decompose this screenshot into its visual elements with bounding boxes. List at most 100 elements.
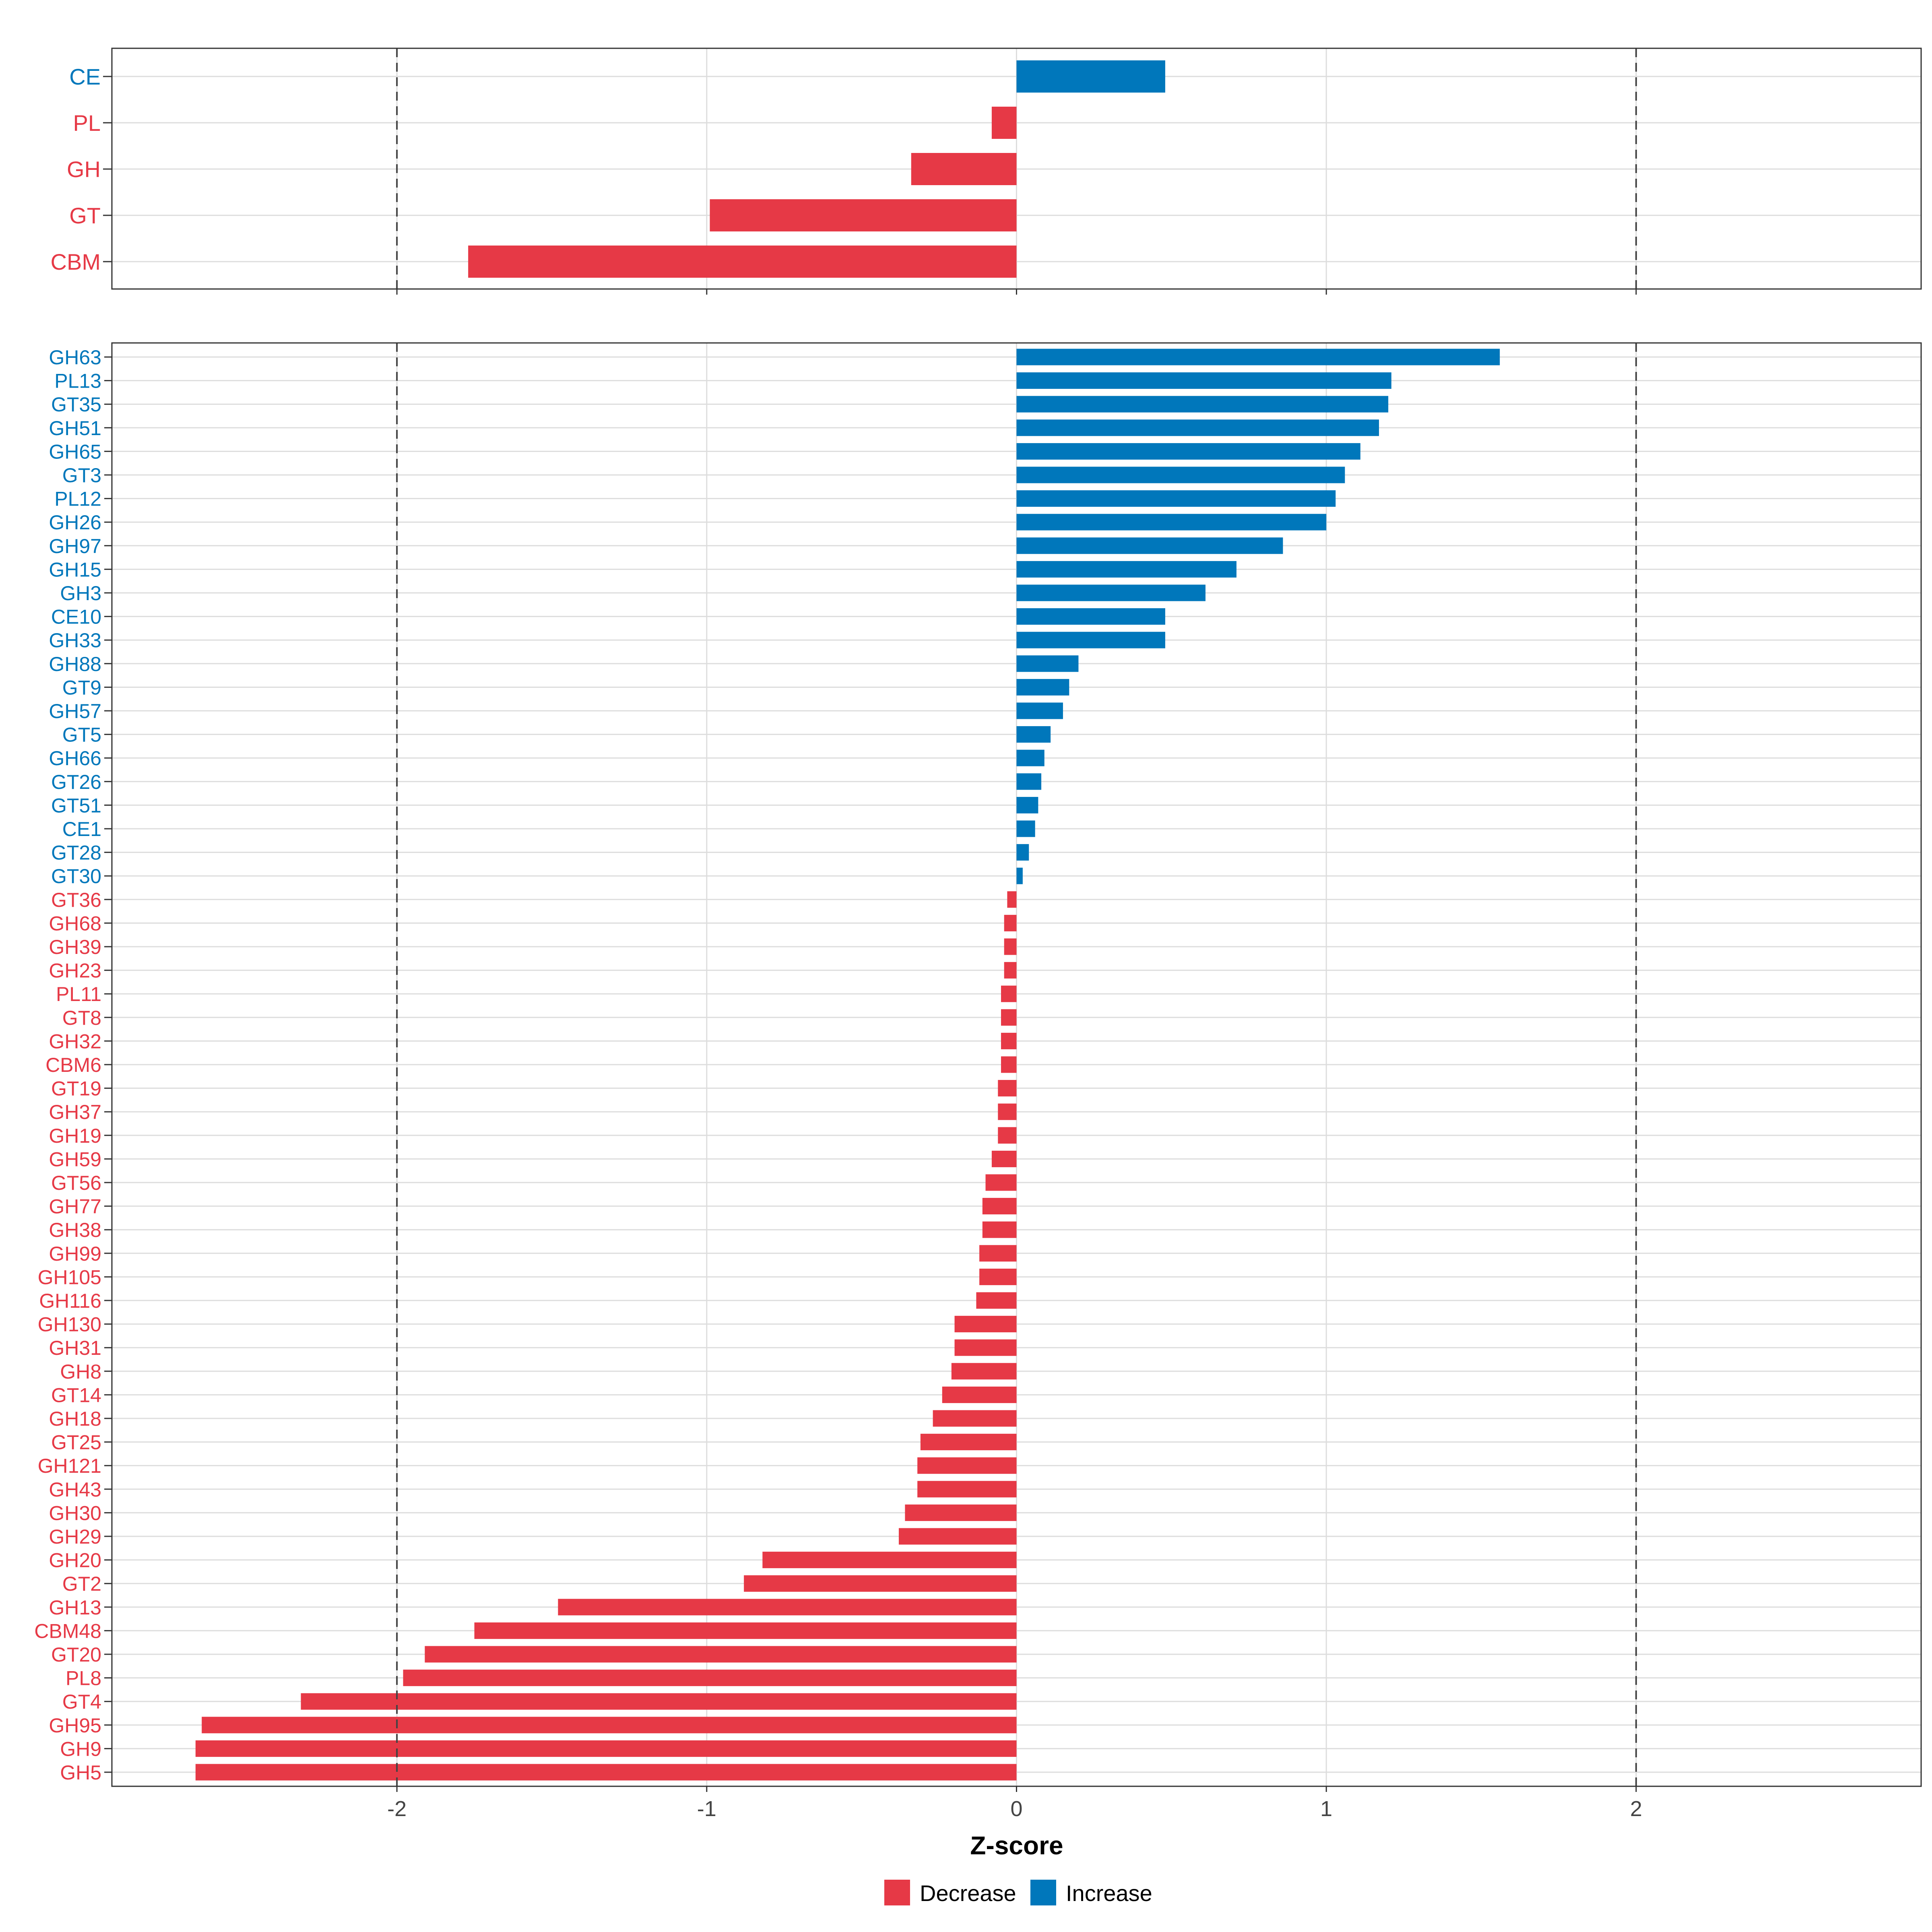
bar — [899, 1528, 1017, 1545]
bar — [954, 1339, 1017, 1356]
bar — [1004, 962, 1017, 979]
bar — [1016, 514, 1327, 530]
x-tick-label: -2 — [387, 1797, 407, 1821]
bar — [905, 1504, 1017, 1521]
y-tick-label: GT19 — [51, 1077, 101, 1100]
legend-swatch-increase — [1030, 1880, 1056, 1905]
y-tick-label: GT51 — [51, 794, 101, 817]
y-tick-label: GH — [67, 157, 101, 182]
legend: Decrease Increase — [884, 1880, 1152, 1906]
y-tick-label: GH20 — [49, 1549, 101, 1572]
y-tick-label: GH19 — [49, 1125, 101, 1147]
y-tick-label: GH97 — [49, 535, 101, 557]
bar — [1016, 797, 1038, 813]
y-tick-label: CE — [69, 64, 101, 89]
bar — [917, 1481, 1017, 1498]
x-axis: -2 -1 0 1 2 — [387, 1797, 1642, 1821]
bar — [1016, 584, 1206, 601]
y-tick-label: PL — [73, 110, 101, 136]
x-tick-label: 1 — [1320, 1797, 1332, 1821]
y-tick-label: GH38 — [49, 1219, 101, 1241]
y-tick-label: GT14 — [51, 1384, 101, 1406]
bar — [985, 1174, 1017, 1191]
bar — [979, 1268, 1017, 1285]
y-tick-label: GH88 — [49, 653, 101, 675]
y-tick-label: GH31 — [49, 1337, 101, 1359]
y-tick-label: GT9 — [62, 676, 101, 699]
y-tick-label: GH18 — [49, 1408, 101, 1430]
bar — [920, 1434, 1017, 1451]
bar — [998, 1127, 1017, 1144]
bar — [474, 1622, 1017, 1639]
bar — [1016, 537, 1283, 554]
y-tick-label: GH77 — [49, 1195, 101, 1218]
y-tick-label: GT30 — [51, 865, 101, 888]
bar — [1016, 372, 1391, 389]
y-tick-label: GT56 — [51, 1172, 101, 1194]
bar — [468, 246, 1017, 278]
bar — [998, 1103, 1017, 1120]
y-tick-label: GT28 — [51, 842, 101, 864]
bar — [1016, 608, 1165, 625]
y-tick-label: GT3 — [62, 464, 101, 487]
y-tick-label: GT25 — [51, 1431, 101, 1454]
y-tick-label: CE1 — [62, 818, 101, 840]
y-tick-label: PL11 — [56, 983, 101, 1005]
y-tick-label: GT4 — [62, 1690, 101, 1713]
y-tick-label: GH63 — [49, 346, 101, 369]
bar — [195, 1740, 1017, 1757]
y-tick-label: GH5 — [60, 1761, 101, 1784]
bar — [1016, 466, 1345, 483]
bar — [1001, 1009, 1017, 1026]
y-tick-label: GT2 — [62, 1573, 101, 1595]
y-tick-label: GH66 — [49, 747, 101, 770]
bar — [1016, 349, 1500, 365]
bar — [1016, 844, 1029, 861]
y-tick-label: GH51 — [49, 417, 101, 440]
y-tick-label: CBM — [51, 249, 101, 275]
bar — [1016, 773, 1042, 790]
bar — [1001, 1056, 1017, 1073]
x-axis-title: Z-score — [970, 1831, 1063, 1860]
y-tick-label: GH15 — [49, 558, 101, 581]
top-panel: CE PL GH GT CBM — [51, 47, 1922, 295]
bar — [1016, 679, 1069, 696]
bar — [911, 153, 1017, 185]
y-tick-label: GT36 — [51, 889, 101, 911]
bar — [1016, 419, 1379, 436]
y-tick-label: CBM6 — [45, 1054, 101, 1076]
y-tick-label: GH59 — [49, 1148, 101, 1170]
bar — [1016, 655, 1079, 672]
y-tick-label: GH23 — [49, 960, 101, 982]
y-tick-label: GH13 — [49, 1596, 101, 1619]
y-tick-label: GH95 — [49, 1714, 101, 1737]
bar — [982, 1198, 1017, 1215]
bar — [998, 1080, 1017, 1097]
bar — [1016, 726, 1051, 743]
y-tick-label: GH3 — [60, 582, 101, 605]
x-tick-label: 0 — [1010, 1797, 1022, 1821]
y-tick-label: GH29 — [49, 1525, 101, 1548]
bar — [917, 1457, 1017, 1474]
y-tick-label: PL8 — [66, 1667, 101, 1690]
bar — [762, 1552, 1017, 1569]
x-tick-label: -1 — [697, 1797, 716, 1821]
bar — [1016, 396, 1389, 413]
y-tick-label: GH121 — [38, 1455, 101, 1477]
y-tick-label: GT20 — [51, 1643, 101, 1666]
bar — [403, 1670, 1017, 1686]
legend-label-decrease: Decrease — [920, 1880, 1016, 1906]
y-tick-label: GH37 — [49, 1101, 101, 1123]
y-tick-label: GH32 — [49, 1030, 101, 1053]
y-tick-label: GH65 — [49, 440, 101, 463]
y-tick-label: GH39 — [49, 936, 101, 958]
y-tick-label: PL13 — [54, 370, 101, 392]
y-tick-label: GH33 — [49, 629, 101, 652]
bar — [976, 1292, 1017, 1309]
bar — [979, 1245, 1017, 1262]
bar — [202, 1717, 1017, 1734]
bar — [933, 1410, 1017, 1427]
y-tick-label: GH105 — [38, 1266, 101, 1288]
bar — [1016, 632, 1165, 648]
bar — [425, 1646, 1017, 1663]
